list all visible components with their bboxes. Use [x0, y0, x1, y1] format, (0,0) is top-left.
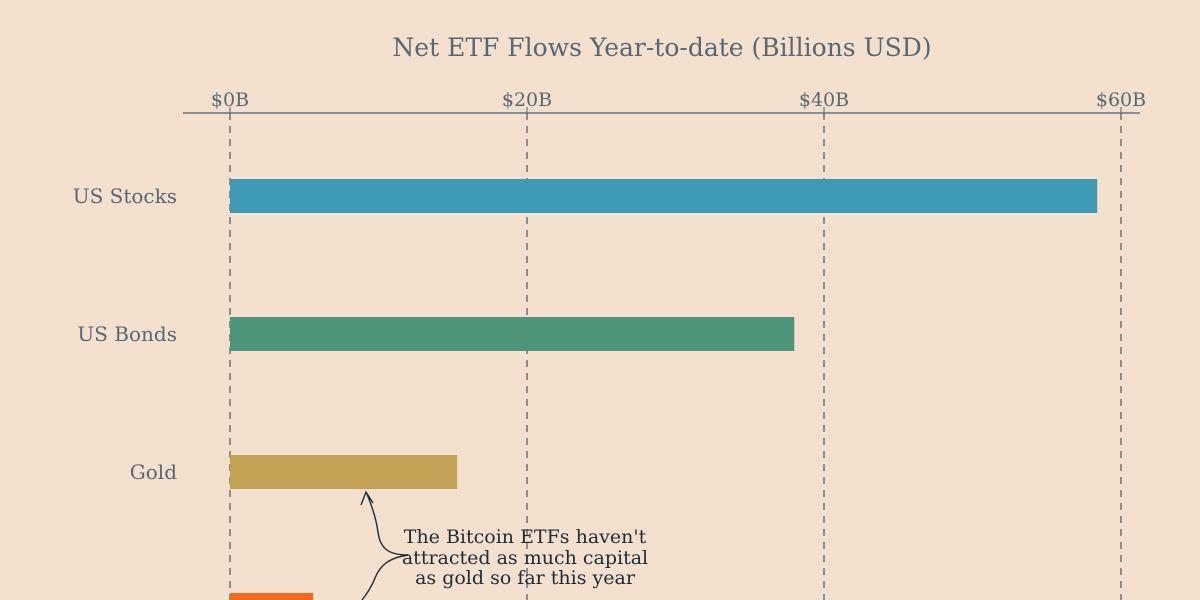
annotation-arrow-down — [361, 554, 409, 600]
annotation-line-1: The Bitcoin ETFs haven't — [404, 526, 647, 548]
category-label: US Bonds — [77, 322, 177, 346]
bar — [230, 179, 1098, 213]
bar — [230, 317, 795, 351]
x-tick-label: $60B — [1096, 89, 1146, 111]
annotation-line-2: attracted as much capital — [402, 547, 648, 569]
x-tick-label: $40B — [799, 89, 849, 111]
x-tick-labels: $0B $20B $40B $60B — [211, 89, 1146, 113]
bar — [230, 593, 314, 600]
annotation-arrowhead-up — [360, 490, 374, 506]
x-tick-label: $0B — [211, 89, 249, 111]
bar — [230, 455, 458, 489]
annotation: The Bitcoin ETFs haven't attracted as mu… — [360, 490, 648, 600]
annotation-arrow-up — [366, 493, 409, 556]
category-labels: US Stocks US Bonds Gold — [73, 184, 177, 484]
chart-title: Net ETF Flows Year-to-date (Billions USD… — [392, 33, 931, 62]
annotation-line-3: as gold so far this year — [415, 567, 636, 589]
x-tick-label: $20B — [502, 89, 552, 111]
category-label: Gold — [130, 460, 177, 484]
bars — [230, 179, 1098, 600]
category-label: US Stocks — [73, 184, 177, 208]
